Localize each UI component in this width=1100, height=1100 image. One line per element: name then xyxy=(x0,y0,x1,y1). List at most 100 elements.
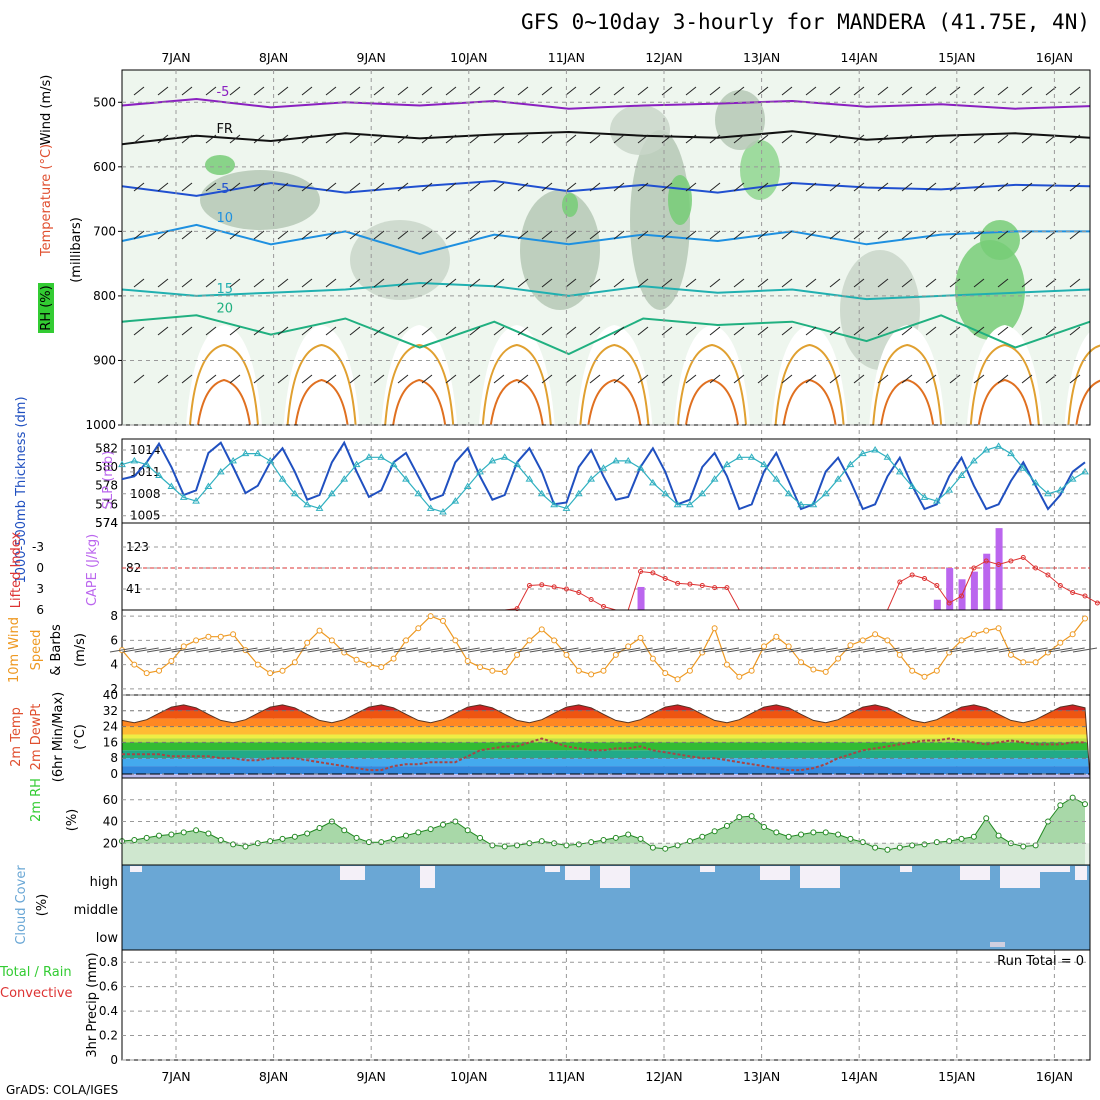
wind-barb xyxy=(445,182,457,192)
wind-point-1 xyxy=(131,661,138,668)
wind-barb xyxy=(565,86,577,96)
wind-barb xyxy=(517,182,529,192)
rh-point-9 xyxy=(230,841,237,848)
wind-barb xyxy=(877,374,889,384)
wind-barb-10m-27 xyxy=(443,647,468,653)
wind-tick: 2 xyxy=(110,682,118,696)
slp-point-76 xyxy=(1056,486,1065,493)
slp-point-13 xyxy=(278,475,287,482)
wind-point-5 xyxy=(180,643,187,650)
wind-barb xyxy=(613,374,625,384)
wind-barb xyxy=(781,86,793,96)
wind-barb xyxy=(973,326,985,336)
wind-barb xyxy=(349,374,361,384)
wind-point-36 xyxy=(563,651,570,658)
ua-ylabel-temp: Temperature (°C) xyxy=(39,144,54,257)
wind-barb xyxy=(133,86,145,96)
wind-point-60 xyxy=(859,637,866,644)
rh-point-36 xyxy=(563,842,570,849)
cloud-low-gap xyxy=(990,942,1005,947)
wind-barb-10m-2 xyxy=(134,647,159,653)
date-top-0: 7JAN xyxy=(161,50,190,65)
temp-band-1 xyxy=(122,710,1090,719)
wind-point-29 xyxy=(477,664,484,671)
wind-barb xyxy=(301,230,313,240)
wind-barb-10m-70 xyxy=(974,647,999,653)
wind-barb xyxy=(757,326,769,336)
date-top-9: 16JAN xyxy=(1036,50,1073,65)
dewpoint-line xyxy=(122,737,1085,772)
rh-point-16 xyxy=(316,825,323,832)
slp-point-38 xyxy=(587,475,596,482)
wind-barb-10m-38 xyxy=(579,647,604,653)
wind-barb xyxy=(445,230,457,240)
wind-barb xyxy=(925,182,937,192)
wind-barb xyxy=(253,182,265,192)
wind-barb-10m-25 xyxy=(418,647,443,653)
li-point-42 xyxy=(638,569,644,574)
wind-barb xyxy=(301,134,313,144)
wind-barb xyxy=(157,134,169,144)
wind-point-4 xyxy=(168,658,175,664)
wind-barb xyxy=(133,374,145,384)
rh-point-1 xyxy=(131,836,138,843)
wind-barb xyxy=(589,278,601,288)
slp-point-39 xyxy=(599,464,608,471)
wind-barb xyxy=(685,230,697,240)
isotherm-label-3: 10 xyxy=(216,211,233,226)
wind-barb-10m-65 xyxy=(912,647,937,653)
isotherm-25-0 xyxy=(189,343,259,426)
wind-point-15 xyxy=(304,639,311,646)
rh-point-50 xyxy=(736,814,743,821)
cloud-level-middle: middle xyxy=(74,903,118,918)
wind-barb xyxy=(421,278,433,288)
slp-point-23 xyxy=(402,475,410,482)
slp-point-28 xyxy=(463,482,472,489)
slp-point-55 xyxy=(797,500,805,508)
rh-point-13 xyxy=(279,835,286,842)
wind-barb-10m-47 xyxy=(690,647,715,653)
rh-area-1 xyxy=(520,190,600,310)
li-tick: 6 xyxy=(36,603,44,617)
wind-barb xyxy=(565,230,577,240)
wind-barb xyxy=(229,182,241,192)
wind-barb xyxy=(421,374,433,384)
wind-barb-10m-52 xyxy=(751,647,777,653)
rh-area-6 xyxy=(980,220,1020,260)
rh-point-2 xyxy=(143,834,150,841)
li-point-37 xyxy=(576,590,582,595)
wind-point-9 xyxy=(230,631,237,638)
wind-barb xyxy=(925,134,937,144)
wind-barb xyxy=(397,134,409,144)
wind-barb-10m-8 xyxy=(208,647,233,653)
cloud-gap-2 xyxy=(420,866,435,888)
wind-barb-10m-34 xyxy=(529,647,554,653)
wind-barb xyxy=(733,326,745,336)
wind-barb xyxy=(205,182,217,192)
wind-barb xyxy=(1069,230,1081,240)
wind-point-13 xyxy=(279,667,286,674)
rh-area-5 xyxy=(955,240,1025,340)
slp-point-50 xyxy=(735,453,744,460)
wind-barb xyxy=(229,134,241,144)
rh-point-5 xyxy=(180,829,187,836)
wind-barb xyxy=(397,326,409,336)
wind-barb xyxy=(829,182,841,192)
precip-frame xyxy=(121,949,1091,1061)
slp-point-44 xyxy=(661,489,670,497)
slp-point-72 xyxy=(1007,449,1015,457)
li-point-39 xyxy=(601,604,606,609)
wind-barb xyxy=(805,134,817,144)
rh-point-8 xyxy=(217,836,224,843)
wind-barb xyxy=(853,326,865,336)
wind-barb xyxy=(397,182,409,192)
wind-barb xyxy=(181,86,193,96)
wind-barb xyxy=(661,230,673,240)
slp-point-54 xyxy=(784,489,793,497)
wind-barb xyxy=(373,326,385,336)
wind-barb xyxy=(157,86,169,96)
wind-barb xyxy=(829,86,841,96)
wind-point-24 xyxy=(415,625,422,632)
wind-barb xyxy=(397,86,409,96)
li-point-69 xyxy=(971,565,977,571)
